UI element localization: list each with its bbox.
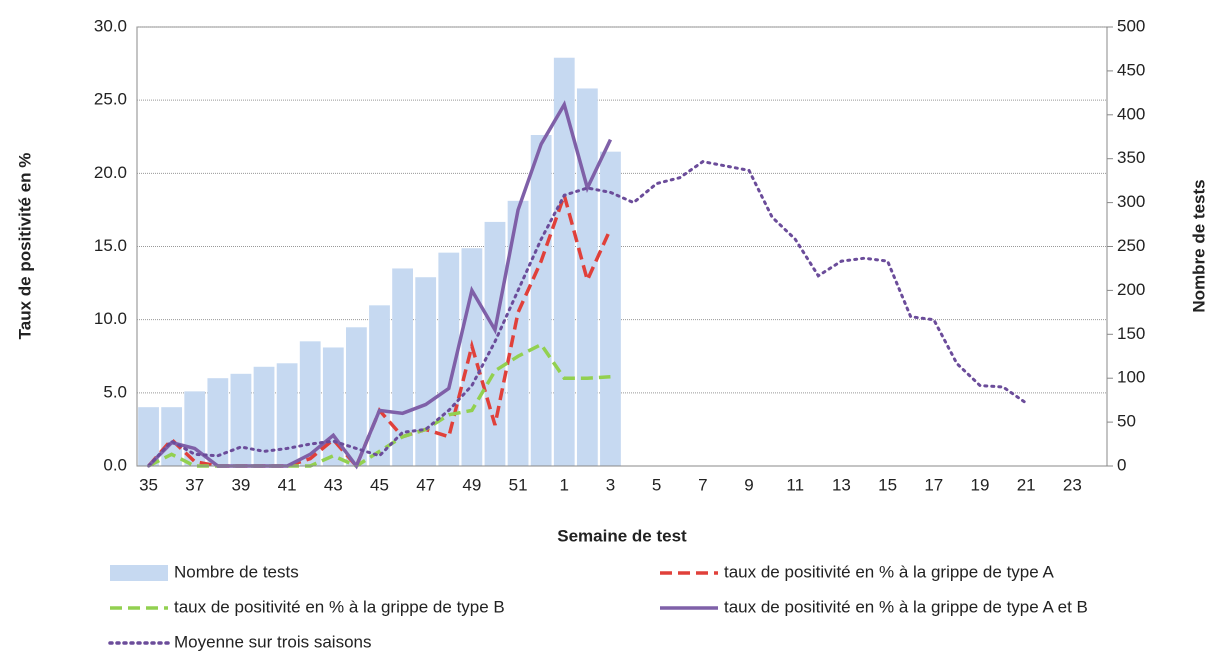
legend-label: taux de positivité en % à la grippe de t… [724,562,1054,581]
y-tick-label: 5.0 [103,382,127,401]
bar [138,407,159,466]
x-tick-label: 21 [1017,475,1036,494]
y2-tick-label: 500 [1117,16,1145,35]
y-axis-title: Taux de positivité en % [15,153,34,340]
bar [322,347,344,466]
bar [392,268,413,466]
x-tick-label: 9 [744,475,753,494]
x-tick-label: 45 [370,475,389,494]
x-tick-label: 41 [278,475,297,494]
y-tick-label: 30.0 [94,16,127,35]
y-tick-label: 25.0 [94,90,127,109]
x-tick-label: 47 [416,475,435,494]
y2-tick-label: 150 [1117,324,1145,343]
y-tick-label: 20.0 [94,163,127,182]
bar [415,277,437,466]
bar [461,248,483,466]
y2-tick-label: 100 [1117,368,1145,387]
legend-label: Nombre de tests [174,562,299,581]
bar [161,407,183,466]
bar [230,373,252,466]
bar [507,200,529,466]
legend-swatch [110,565,168,581]
bar [299,341,321,466]
y2-tick-label: 50 [1117,412,1136,431]
x-tick-label: 17 [924,475,943,494]
y2-tick-label: 300 [1117,192,1145,211]
x-tick-label: 5 [652,475,661,494]
y2-tick-label: 400 [1117,104,1145,123]
bar [369,305,390,466]
x-tick-label: 3 [606,475,615,494]
y2-tick-label: 250 [1117,236,1145,255]
x-tick-label: 51 [509,475,528,494]
y-tick-label: 10.0 [94,309,127,328]
x-tick-label: 15 [878,475,897,494]
x-axis-title: Semaine de test [557,526,687,545]
x-tick-label: 11 [786,475,804,494]
bar [207,378,229,466]
legend-label: taux de positivité en % à la grippe de t… [174,597,505,616]
y-tick-label: 0.0 [103,455,127,474]
y2-tick-label: 0 [1117,455,1126,474]
x-tick-label: 35 [139,475,158,494]
x-tick-label: 1 [560,475,569,494]
x-tick-label: 13 [832,475,851,494]
bar [346,327,367,466]
y2-tick-label: 350 [1117,148,1145,167]
x-tick-label: 19 [971,475,990,494]
line-series [147,160,1028,468]
bar [530,134,552,466]
bar [600,151,621,466]
y2-tick-label: 200 [1117,280,1145,299]
x-tick-label: 7 [698,475,707,494]
x-tick-label: 43 [324,475,343,494]
legend-label: Moyenne sur trois saisons [174,632,371,651]
y2-axis-title: Nombre de tests [1189,179,1208,312]
x-tick-label: 23 [1063,475,1082,494]
y-tick-label: 15.0 [94,236,127,255]
bar [276,363,298,466]
y2-tick-label: 450 [1117,60,1145,79]
x-tick-label: 49 [462,475,481,494]
x-tick-label: 39 [231,475,250,494]
bar [484,221,506,466]
bar [253,366,275,466]
bar [553,57,575,466]
legend-label: taux de positivité en % à la grippe de t… [724,597,1088,616]
x-tick-label: 37 [185,475,204,494]
